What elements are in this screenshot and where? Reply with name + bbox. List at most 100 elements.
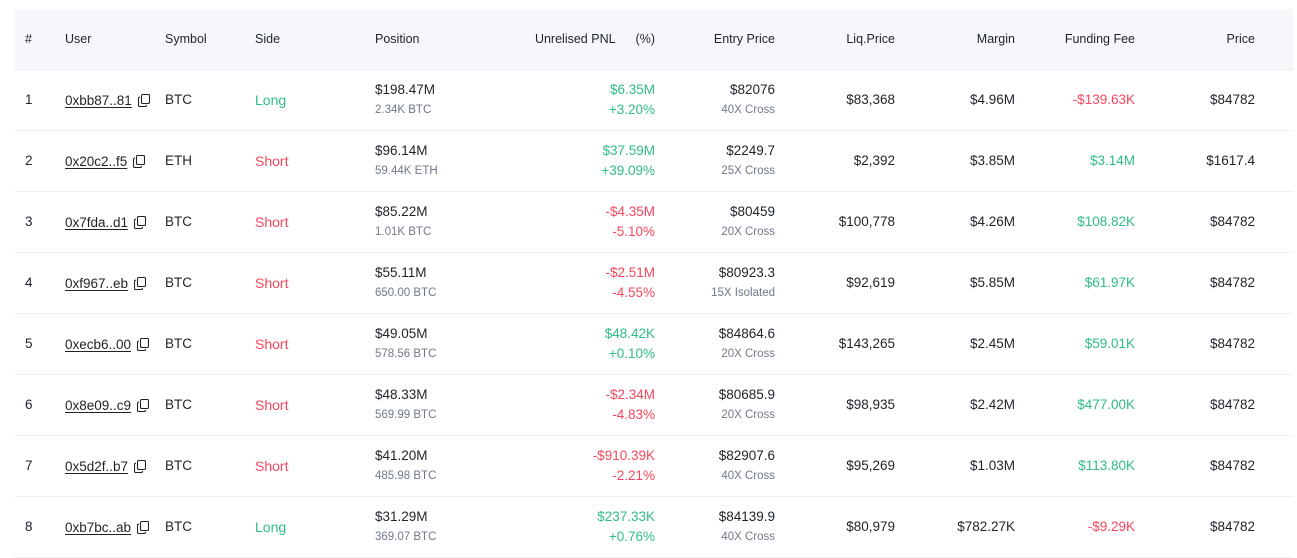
row-side: Short bbox=[255, 192, 355, 252]
row-index-value: 8 bbox=[25, 519, 33, 534]
table-body: 1 0xbb87..81 BTC Long $198.47M 2.34K BTC $6.35… bbox=[15, 70, 1293, 558]
copy-icon[interactable] bbox=[134, 276, 147, 290]
side-value: Short bbox=[255, 336, 289, 352]
row-price: $84782 bbox=[1155, 314, 1255, 374]
funding-fee-value: $108.82K bbox=[1077, 214, 1135, 229]
leverage-value: 20X Cross bbox=[721, 226, 775, 238]
user-address-link[interactable]: 0xf967..eb bbox=[65, 275, 129, 291]
header-symbol: Symbol bbox=[165, 9, 245, 69]
side-value: Short bbox=[255, 275, 289, 291]
symbol-value: BTC bbox=[165, 214, 192, 229]
user-address-link[interactable]: 0xb7bc..ab bbox=[65, 519, 132, 535]
position-size: 59.44K ETH bbox=[375, 165, 438, 177]
funding-fee-value: $59.01K bbox=[1084, 336, 1135, 351]
row-liq-price: $95,269 bbox=[795, 436, 895, 496]
row-index-value: 1 bbox=[25, 92, 33, 107]
table-header: # User Symbol Side Position Unrelised PN… bbox=[15, 9, 1293, 70]
copy-icon[interactable] bbox=[137, 337, 150, 351]
row-pnl: -$2.34M -4.83% bbox=[515, 375, 655, 435]
header-user-label: User bbox=[65, 32, 92, 46]
position-size: 485.98 BTC bbox=[375, 470, 437, 482]
header-funding-fee: Funding Fee bbox=[1035, 9, 1135, 69]
row-margin: $782.27K bbox=[915, 497, 1015, 557]
copy-icon[interactable] bbox=[133, 154, 146, 168]
user-address-link[interactable]: 0x20c2..f5 bbox=[65, 153, 128, 169]
row-symbol: BTC bbox=[165, 192, 245, 252]
pnl-percent: -4.83% bbox=[612, 407, 655, 422]
row-entry: $80459 20X Cross bbox=[675, 192, 775, 252]
row-user: 0xb7bc..ab bbox=[65, 497, 165, 557]
position-value: $55.11M bbox=[375, 265, 427, 280]
funding-fee-value: -$139.63K bbox=[1072, 92, 1135, 107]
row-funding-fee: $477.00K bbox=[1035, 375, 1135, 435]
price-value: $84782 bbox=[1209, 458, 1255, 473]
header-pnl: Unrelised PNL (%) bbox=[515, 9, 655, 69]
row-price: $84782 bbox=[1155, 70, 1255, 130]
position-value: $48.33M bbox=[375, 387, 428, 402]
pnl-value: -$2.34M bbox=[605, 387, 655, 402]
position-size: 2.34K BTC bbox=[375, 104, 432, 116]
user-address-link[interactable]: 0x7fda..d1 bbox=[65, 214, 129, 230]
row-position: $48.33M 569.99 BTC bbox=[375, 375, 515, 435]
row-user: 0x7fda..d1 bbox=[65, 192, 165, 252]
copy-icon[interactable] bbox=[137, 398, 150, 412]
row-pnl: $48.42K +0.10% bbox=[515, 314, 655, 374]
row-margin: $2.42M bbox=[915, 375, 1015, 435]
pnl-value: $6.35M bbox=[609, 82, 655, 97]
margin-value: $782.27K bbox=[957, 519, 1015, 534]
row-liq-price: $92,619 bbox=[795, 253, 895, 313]
margin-value: $4.26M bbox=[969, 214, 1015, 229]
price-value: $84782 bbox=[1209, 92, 1255, 107]
copy-icon[interactable] bbox=[137, 93, 150, 107]
row-user: 0x8e09..c9 bbox=[65, 375, 165, 435]
leverage-value: 40X Cross bbox=[721, 470, 775, 482]
position-value: $31.29M bbox=[375, 509, 428, 524]
pnl-percent: -4.55% bbox=[612, 285, 655, 300]
margin-value: $2.45M bbox=[969, 336, 1015, 351]
row-funding-fee: $3.14M bbox=[1035, 131, 1135, 191]
header-user: User bbox=[65, 9, 165, 69]
pnl-value: -$910.39K bbox=[592, 448, 655, 463]
positions-table: # User Symbol Side Position Unrelised PN… bbox=[15, 9, 1293, 558]
leverage-value: 20X Cross bbox=[721, 348, 775, 360]
table-row: 3 0x7fda..d1 BTC Short $85.22M 1.01K BTC -$4.3… bbox=[15, 192, 1293, 253]
row-margin: $3.85M bbox=[915, 131, 1015, 191]
row-index: 1 bbox=[25, 70, 55, 130]
user-address-link[interactable]: 0xecb6..00 bbox=[65, 336, 132, 352]
price-value: $1617.4 bbox=[1206, 153, 1255, 168]
row-margin: $2.45M bbox=[915, 314, 1015, 374]
funding-fee-value: $113.80K bbox=[1078, 458, 1135, 473]
leverage-value: 15X Isolated bbox=[711, 287, 775, 299]
user-address-link[interactable]: 0xbb87..81 bbox=[65, 92, 132, 108]
pnl-value: -$2.51M bbox=[605, 265, 655, 280]
copy-icon[interactable] bbox=[137, 520, 150, 534]
price-value: $84782 bbox=[1209, 275, 1255, 290]
funding-fee-value: -$9.29K bbox=[1087, 519, 1135, 534]
row-funding-fee: $113.80K bbox=[1035, 436, 1135, 496]
table-row: 5 0xecb6..00 BTC Short $49.05M 578.56 BTC $48.… bbox=[15, 314, 1293, 375]
row-pnl: $6.35M +3.20% bbox=[515, 70, 655, 130]
symbol-value: BTC bbox=[165, 519, 192, 534]
row-pnl: $237.33K +0.76% bbox=[515, 497, 655, 557]
header-side-label: Side bbox=[255, 32, 281, 46]
side-value: Short bbox=[255, 397, 289, 413]
copy-icon[interactable] bbox=[134, 459, 147, 473]
row-symbol: BTC bbox=[165, 436, 245, 496]
leverage-value: 40X Cross bbox=[721, 104, 775, 116]
user-address-link[interactable]: 0x8e09..c9 bbox=[65, 397, 132, 413]
side-value: Long bbox=[255, 92, 287, 108]
copy-icon[interactable] bbox=[134, 215, 147, 229]
row-price: $84782 bbox=[1155, 497, 1255, 557]
pnl-value: $48.42K bbox=[604, 326, 655, 341]
header-liq-price: Liq.Price bbox=[795, 9, 895, 69]
row-index: 8 bbox=[25, 497, 55, 557]
liq-price-value: $100,778 bbox=[838, 214, 895, 229]
row-symbol: BTC bbox=[165, 253, 245, 313]
user-address-link[interactable]: 0x5d2f..b7 bbox=[65, 458, 129, 474]
row-index: 6 bbox=[25, 375, 55, 435]
liq-price-value: $2,392 bbox=[853, 153, 895, 168]
pnl-percent: +39.09% bbox=[601, 163, 655, 178]
pnl-value: $37.59M bbox=[602, 143, 655, 158]
row-position: $198.47M 2.34K BTC bbox=[375, 70, 515, 130]
funding-fee-value: $61.97K bbox=[1084, 275, 1135, 290]
